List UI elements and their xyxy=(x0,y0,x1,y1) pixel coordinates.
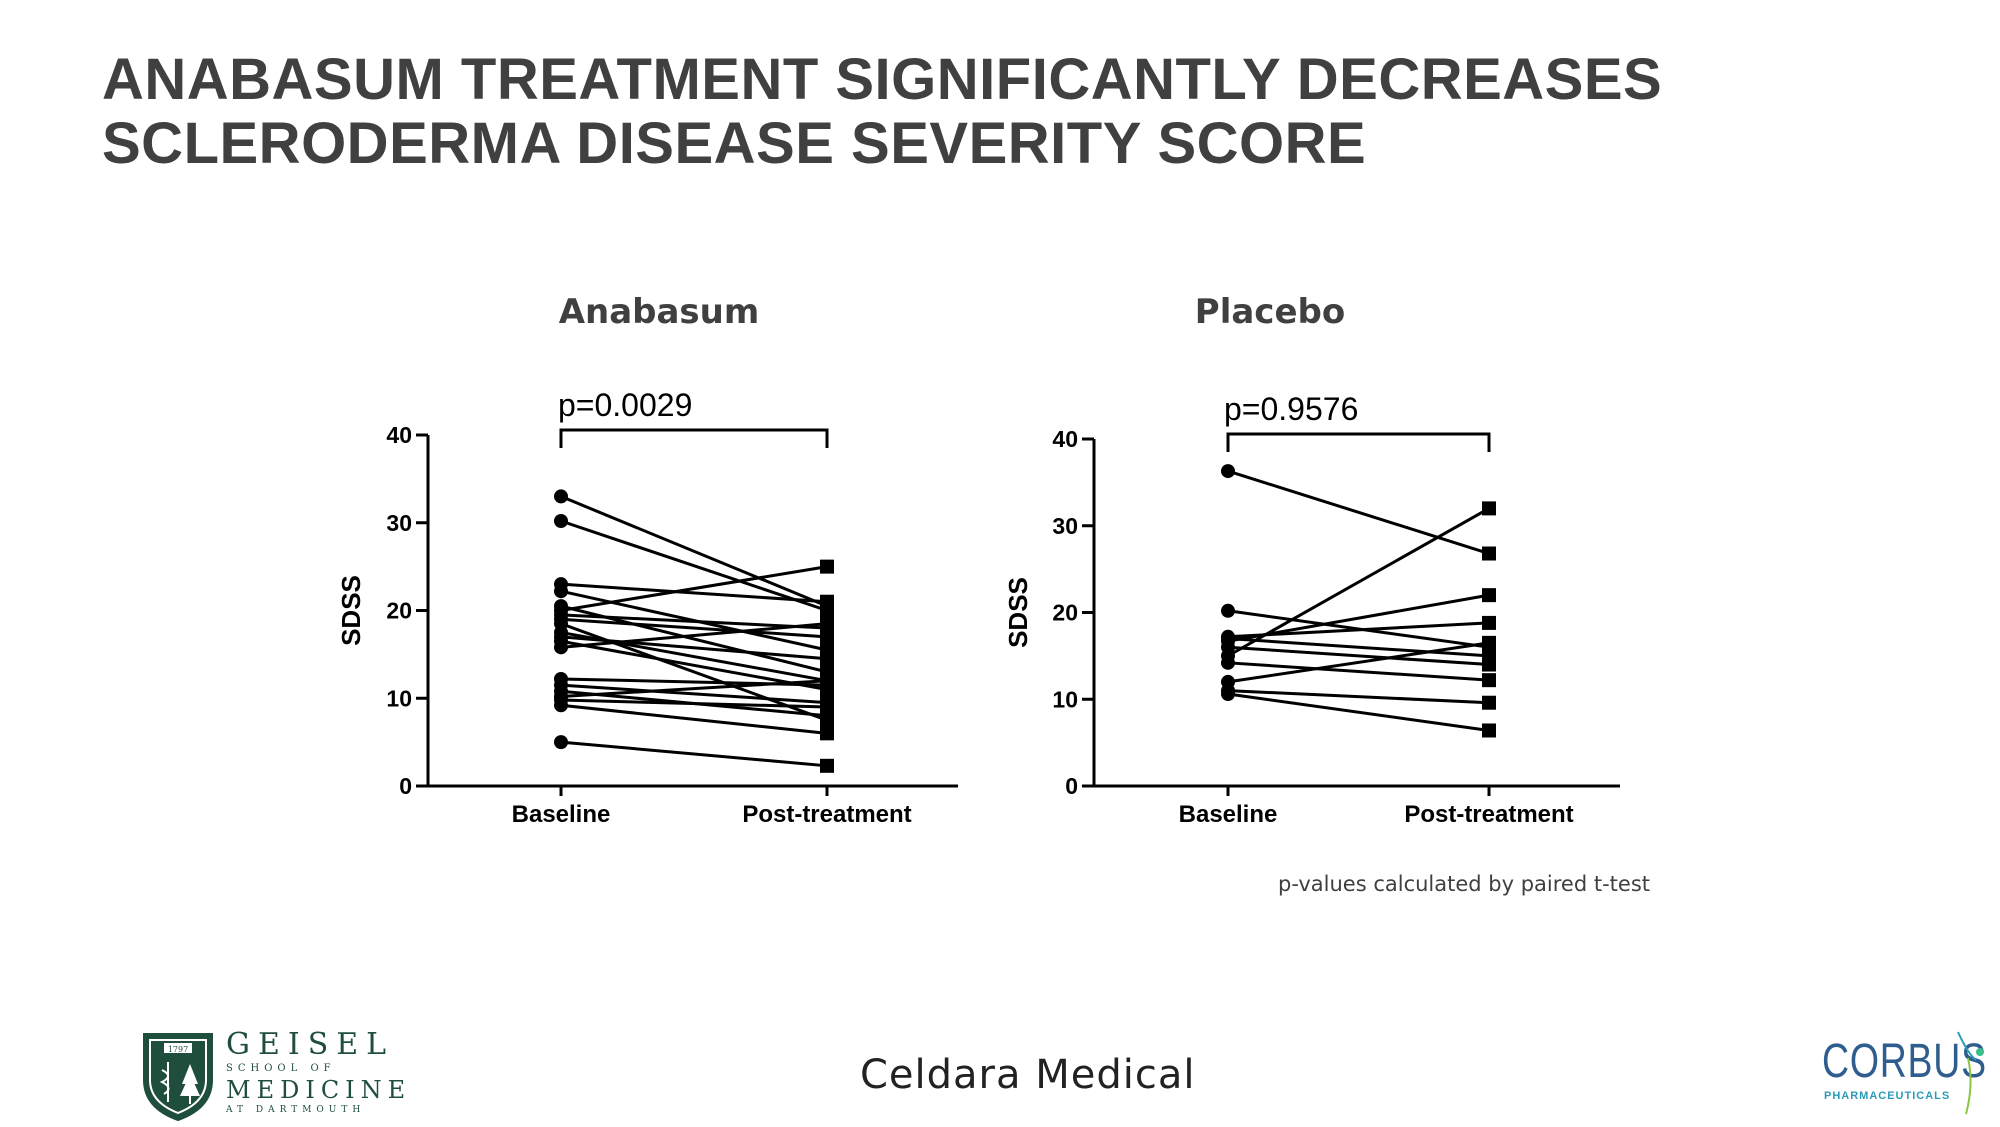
placebo-pair-line xyxy=(1227,637,1490,658)
geisel-seal-icon: 1797 xyxy=(143,1033,213,1122)
corbus-name: CORBUS xyxy=(1822,1035,1987,1088)
placebo-y-tick-label: 30 xyxy=(1052,513,1078,539)
anabasum-y-tick-label: 10 xyxy=(386,685,412,711)
placebo-baseline-point xyxy=(1221,687,1235,702)
anabasum-pair-line xyxy=(560,703,828,735)
anabasum-post-treatment-point xyxy=(820,559,834,574)
slide-title-line-2: SCLERODERMA DISEASE SEVERITY SCORE xyxy=(102,111,1367,176)
placebo-post-treatment-point xyxy=(1482,588,1496,603)
placebo-x-category-label: Baseline xyxy=(1179,801,1278,828)
anabasum-pair-line xyxy=(560,519,828,612)
placebo-y-tick-label: 20 xyxy=(1052,600,1078,626)
anabasum-baseline-point xyxy=(554,513,568,528)
anabasum-pair-line xyxy=(560,622,828,649)
anabasum-y-tick-label: 40 xyxy=(386,422,412,448)
anabasum-baseline-point xyxy=(554,584,568,599)
anabasum-y-tick-label: 30 xyxy=(386,510,412,536)
geisel-seal-year: 1797 xyxy=(168,1045,188,1054)
anabasum-pair-line xyxy=(560,698,828,709)
chart-title-placebo: Placebo xyxy=(1194,292,1346,332)
anabasum-post-treatment-point xyxy=(820,594,834,609)
corbus-figure-icon xyxy=(1957,1031,1984,1115)
anabasum-x-category-label: Post-treatment xyxy=(742,801,911,828)
chart-title-anabasum: Anabasum xyxy=(558,292,760,332)
geisel-line-3: MEDICINE xyxy=(226,1076,412,1104)
geisel-logo: 1797 GEISEL SCHOOL OF MEDICINE AT DARTMO… xyxy=(138,1028,405,1122)
placebo-post-treatment-point xyxy=(1482,695,1496,710)
anabasum-pair-line xyxy=(560,679,828,698)
corbus-logo: CORBUS PHARMACEUTICALS xyxy=(1818,1024,1988,1120)
placebo-pair-line xyxy=(1227,593,1490,643)
placebo-post-treatment-point xyxy=(1482,723,1496,738)
celdara-medical-wordmark: Celdara Medical xyxy=(860,1052,1196,1098)
anabasum-post-treatment-point xyxy=(820,629,834,644)
slide-title-line-1: ANABASUM TREATMENT SIGNIFICANTLY DECREAS… xyxy=(102,47,1663,112)
placebo-x-category-label: Post-treatment xyxy=(1404,801,1573,828)
placebo-pair-line xyxy=(1227,692,1490,732)
anabasum-pair-line xyxy=(560,617,828,639)
anabasum-pair-line xyxy=(560,495,828,608)
placebo-pair-line xyxy=(1227,661,1490,682)
anabasum-y-tick-label: 20 xyxy=(386,598,412,624)
placebo-pair-line xyxy=(1227,645,1490,667)
slide-title: ANABASUM TREATMENT SIGNIFICANTLY DECREAS… xyxy=(102,48,1902,176)
anabasum-pair-line xyxy=(560,635,828,661)
placebo-pair-line xyxy=(1227,689,1490,705)
placebo-pair-line xyxy=(1227,507,1490,658)
footnote: p-values calculated by paired t-test xyxy=(1278,872,1650,896)
placebo-post-treatment-point xyxy=(1482,615,1496,630)
anabasum-post-treatment-point xyxy=(820,673,834,688)
placebo-post-treatment-point xyxy=(1482,501,1496,516)
placebo-pair-line xyxy=(1227,469,1490,555)
placebo-p-value-label: p=0.9576 xyxy=(1224,391,1358,427)
placebo-post-treatment-point xyxy=(1482,635,1496,650)
placebo-y-tick-label: 0 xyxy=(1065,773,1078,799)
anabasum-baseline-point xyxy=(554,489,568,504)
anabasum-baseline-point xyxy=(554,640,568,655)
anabasum-post-treatment-point xyxy=(820,651,834,666)
anabasum-baseline-point xyxy=(554,735,568,750)
corbus-sub: PHARMACEUTICALS xyxy=(1824,1090,1951,1102)
placebo-significance-bracket xyxy=(1226,432,1491,452)
anabasum-pair-line xyxy=(560,565,828,612)
anabasum-p-value-label: p=0.0029 xyxy=(558,387,692,423)
placebo-pair-line xyxy=(1227,641,1490,684)
anabasum-pair-line xyxy=(560,613,828,630)
anabasum-pair-line xyxy=(560,639,828,691)
anabasum-y-tick-label: 0 xyxy=(399,773,412,799)
geisel-line-4: AT DARTMOUTH xyxy=(226,1105,366,1115)
anabasum-post-treatment-point xyxy=(820,616,834,631)
placebo-y-tick-label: 10 xyxy=(1052,686,1078,712)
placebo-y-axis-label: SDSS xyxy=(1003,577,1033,648)
anabasum-post-treatment-point xyxy=(820,700,834,715)
geisel-line-1: GEISEL xyxy=(226,1027,395,1062)
anabasum-post-treatment-point xyxy=(820,758,834,773)
placebo-baseline-point xyxy=(1221,464,1235,479)
placebo-baseline-point xyxy=(1221,655,1235,670)
placebo-post-treatment-point xyxy=(1482,546,1496,561)
placebo-baseline-point xyxy=(1221,603,1235,618)
placebo-post-treatment-point xyxy=(1482,657,1496,672)
geisel-line-2: SCHOOL OF xyxy=(226,1063,336,1074)
anabasum-x-category-label: Baseline xyxy=(512,801,611,828)
anabasum-significance-bracket xyxy=(559,428,829,448)
anabasum-pair-line xyxy=(560,740,828,768)
geisel-wordmark: GEISEL SCHOOL OF MEDICINE AT DARTMOUTH xyxy=(226,1028,411,1116)
anabasum-post-treatment-point xyxy=(820,726,834,741)
anabasum-y-axis-label: SDSS xyxy=(336,575,366,646)
placebo-post-treatment-point xyxy=(1482,673,1496,688)
placebo-y-tick-label: 40 xyxy=(1052,426,1078,452)
anabasum-pair-line xyxy=(560,582,828,604)
anabasum-pair-line xyxy=(560,683,828,705)
anabasum-baseline-point xyxy=(554,698,568,713)
